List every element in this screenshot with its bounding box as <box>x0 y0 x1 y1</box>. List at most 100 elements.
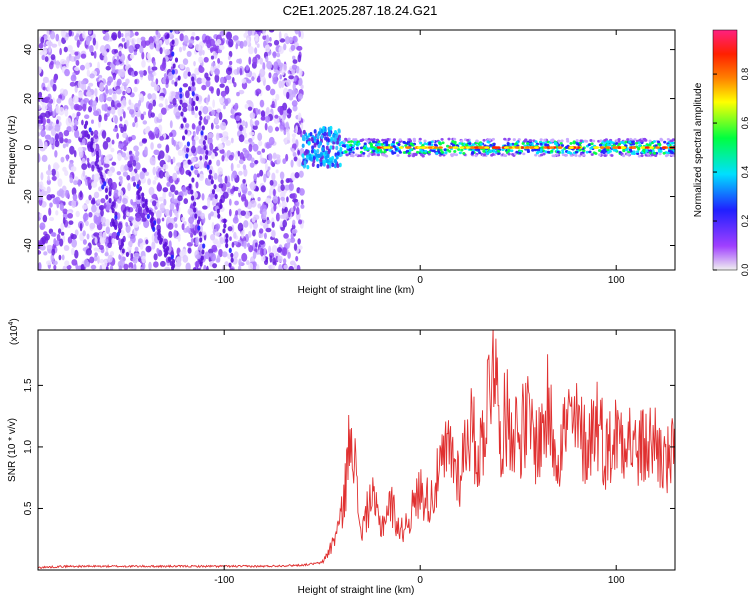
snr-axes: -100 0 100 0.5 1.0 1.5 <box>23 330 675 586</box>
heatmap-streak <box>169 30 173 33</box>
heatmap-peak <box>613 146 618 149</box>
heatmap-cell <box>628 140 632 144</box>
heatmap-cell <box>119 68 126 78</box>
heatmap-cell <box>269 188 272 197</box>
heatmap-cell <box>534 153 538 157</box>
heatmap-cell <box>501 148 505 152</box>
heatmap-streak <box>191 81 195 87</box>
heatmap-cell <box>212 211 219 218</box>
heatmap-peak <box>484 146 490 149</box>
heatmap-cell <box>58 131 64 141</box>
heatmap-cell <box>293 243 298 251</box>
heatmap-cell <box>133 252 140 260</box>
heatmap-cell <box>104 218 110 227</box>
heatmap-cell <box>291 193 297 200</box>
heatmap-cell <box>54 123 61 132</box>
heatmap-streak <box>137 194 141 200</box>
heatmap-cell <box>203 264 207 270</box>
heatmap-cell <box>207 132 214 139</box>
heatmap-cell <box>296 45 303 51</box>
heatmap-cell <box>38 140 44 149</box>
heatmap-cell <box>349 140 354 143</box>
heatmap-cell <box>183 70 189 80</box>
heatmap-cell <box>370 153 375 157</box>
heatmap-cell <box>91 204 97 213</box>
heatmap-cell <box>239 40 244 49</box>
heatmap-cell <box>169 120 173 129</box>
heatmap-cell <box>228 50 233 58</box>
heatmap-cell <box>283 43 287 51</box>
heatmap-cell <box>307 141 311 146</box>
heatmap-streak <box>198 120 202 126</box>
heatmap-cell <box>201 193 205 201</box>
heatmap-cell <box>338 162 342 168</box>
heatmap-streak <box>196 219 201 225</box>
heatmap-cell <box>404 144 408 147</box>
heatmap-cell <box>329 145 333 150</box>
heatmap-cell <box>51 168 56 177</box>
heatmap-cell <box>642 137 646 141</box>
heatmap-streak <box>186 141 191 147</box>
heatmap-cell <box>120 33 124 38</box>
heatmap-cell <box>263 232 267 240</box>
heatmap-cell <box>335 155 339 160</box>
heatmap-cell <box>107 177 113 187</box>
heatmap-cell <box>134 102 140 112</box>
heatmap-cell <box>327 131 331 137</box>
heatmap-cell <box>90 51 95 56</box>
heatmap-cell <box>587 143 591 147</box>
heatmap-cell <box>336 163 340 168</box>
heatmap-peak <box>534 146 539 149</box>
heatmap-cell <box>268 245 272 254</box>
heatmap-cell <box>646 152 650 156</box>
heatmap-cell <box>63 138 69 143</box>
heatmap-cell <box>246 242 251 248</box>
heatmap-cell <box>248 131 255 136</box>
heatmap-cell <box>122 145 127 152</box>
heatmap-peak <box>474 146 479 149</box>
heatmap-cell <box>310 149 314 154</box>
heatmap-peak <box>519 146 525 149</box>
heatmap-cell <box>319 157 323 163</box>
heatmap-cell <box>231 241 235 248</box>
heatmap-cell <box>103 113 108 122</box>
heatmap-cell <box>139 45 144 54</box>
heatmap-cell <box>48 44 52 53</box>
heatmap-peak <box>640 146 646 149</box>
heatmap-cell <box>306 164 310 170</box>
heatmap-cell <box>48 125 52 131</box>
heatmap-cell <box>214 117 219 124</box>
heatmap-cell <box>67 138 72 144</box>
heatmap-cell <box>296 264 301 270</box>
heatmap-cell <box>96 198 101 204</box>
heatmap-streak <box>171 39 175 45</box>
heatmap-cell <box>279 122 286 130</box>
heatmap-cell <box>506 142 510 145</box>
heatmap-cell <box>38 250 42 255</box>
heatmap-cell <box>277 255 283 263</box>
heatmap-cell <box>207 136 213 145</box>
heatmap-cell <box>583 139 587 143</box>
heatmap-cell <box>85 91 92 97</box>
heatmap-streak <box>222 228 226 234</box>
heatmap-cell <box>101 50 108 57</box>
heatmap-cell <box>268 30 275 33</box>
heatmap-cell <box>147 65 151 75</box>
heatmap-cell <box>325 145 329 151</box>
heatmap-cell <box>258 228 264 234</box>
heatmap-streak <box>190 189 194 195</box>
heatmap-cell <box>91 197 96 204</box>
heatmap-cell <box>118 265 123 270</box>
snr-xlabel: Height of straight line (km) <box>298 585 415 596</box>
heatmap-cell <box>247 30 253 37</box>
heatmap-cell <box>41 103 48 111</box>
heatmap-cell <box>420 149 424 153</box>
heatmap-streak <box>204 135 208 141</box>
heatmap-cell <box>42 86 46 91</box>
heatmap-cell <box>230 188 234 195</box>
heatmap-cell <box>144 171 150 177</box>
heatmap-cell <box>68 220 74 225</box>
heatmap-streak <box>150 211 155 217</box>
heatmap-cell <box>335 145 339 151</box>
heatmap-cell <box>292 104 298 112</box>
